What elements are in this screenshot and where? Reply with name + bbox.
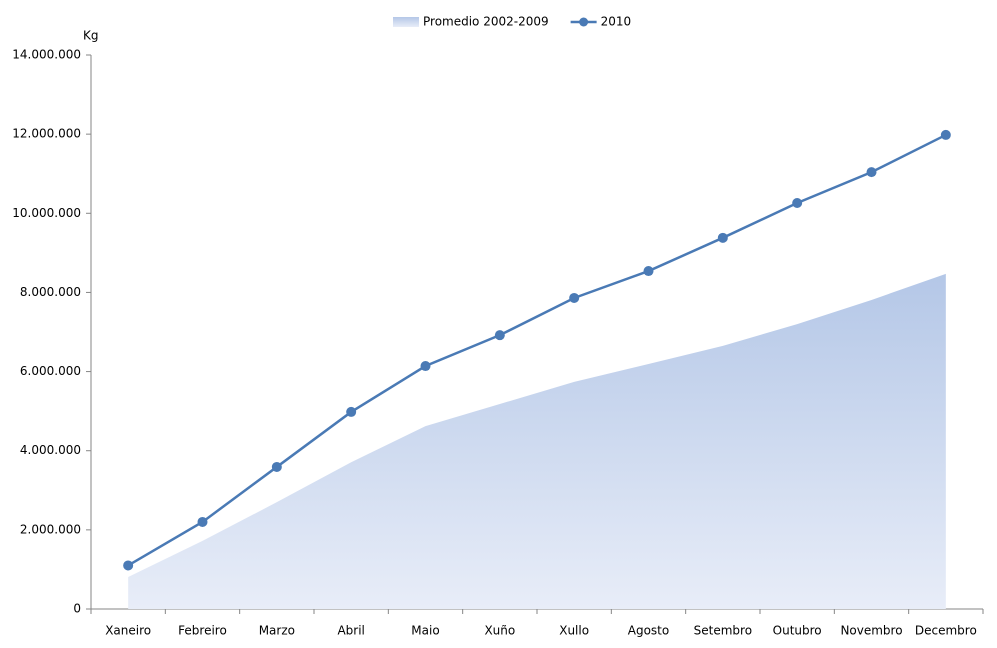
x-tick-label: Xuño	[484, 624, 515, 638]
point	[792, 197, 803, 208]
point	[866, 167, 877, 178]
x-tick-label: Maio	[411, 624, 439, 638]
y-tick-label: 10.000.000	[12, 206, 81, 220]
point	[494, 330, 505, 341]
x-tick-label: Agosto	[628, 624, 669, 638]
point	[123, 560, 134, 571]
y-tick-label: 12.000.000	[12, 127, 81, 141]
line	[127, 133, 947, 567]
x-tick-label: Outubro	[773, 624, 822, 638]
y-tick-label: 8.000.000	[20, 285, 81, 299]
point	[271, 461, 282, 472]
point	[717, 232, 728, 243]
x-tick-label: Abril	[337, 624, 364, 638]
legend-swatch	[579, 17, 589, 27]
point	[569, 292, 580, 303]
legend-label: Promedio 2002-2009	[423, 15, 549, 29]
point	[420, 361, 431, 372]
area	[128, 273, 946, 609]
y-axis-label: Kg	[83, 29, 99, 43]
y-tick-label: 4.000.000	[20, 443, 81, 457]
point	[940, 129, 951, 140]
point	[643, 266, 654, 277]
x-tick-label: Novembro	[840, 624, 902, 638]
legend-swatch	[393, 17, 419, 27]
x-tick-label: Marzo	[259, 624, 295, 638]
y-tick-label: 2.000.000	[20, 522, 81, 536]
legend-label: 2010	[601, 15, 632, 29]
y-tick-label: 6.000.000	[20, 364, 81, 378]
point	[197, 516, 208, 527]
x-tick-label: Decembro	[915, 624, 977, 638]
x-tick-label: Setembro	[694, 624, 752, 638]
point	[346, 406, 357, 417]
x-tick-label: Febreiro	[178, 624, 227, 638]
y-tick-label: 14.000.000	[12, 48, 81, 62]
x-tick-label: Xaneiro	[105, 624, 151, 638]
x-tick-label: Xullo	[559, 624, 589, 638]
y-tick-label: 0	[73, 602, 81, 616]
